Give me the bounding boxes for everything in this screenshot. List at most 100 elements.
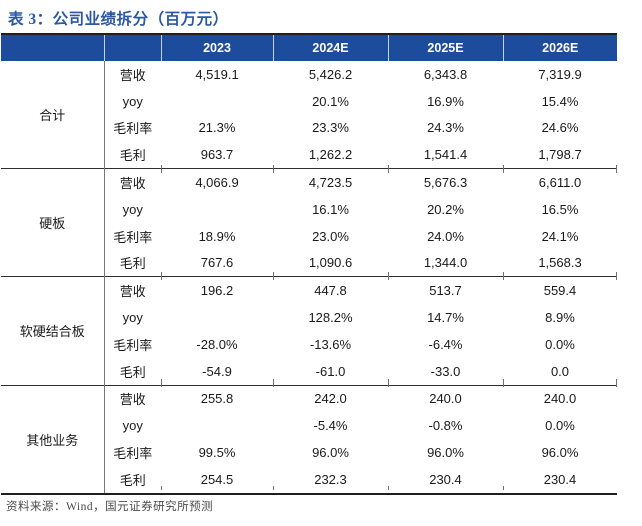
grid-tick [161,485,162,490]
table-row: yoy -5.4% -0.8% 0.0% [1,412,617,439]
table-row: 毛利率 18.9% 23.0% 24.0% 24.1% [1,223,617,250]
metric-label-cell: yoy [122,418,143,434]
value-cell: 23.3% [312,120,349,136]
grid-tick [503,164,504,173]
metric-label-cell: 毛利率 [113,337,153,353]
table-row: 毛利率 21.3% 23.3% 24.3% 24.6% [1,115,617,142]
value-cell: 18.9% [198,228,236,244]
value-cell: 1,090.6 [308,255,353,271]
value-cell: 230.4 [543,471,577,487]
metric-label-cell: 毛利 [119,364,146,380]
value-cell: 0.0% [545,336,575,352]
value-cell: 0.0 [550,363,570,379]
value-cell: -0.8% [428,418,463,434]
metric-label-cell: 毛利率 [113,446,153,462]
table-header: 2023 2024E 2025E 2026E [1,34,617,61]
value-cell: 23.0% [312,228,349,244]
value-cell: 128.2% [308,310,353,326]
table-row: 毛利 -54.9 -61.0 -33.0 0.0 [1,358,617,385]
value-cell: 16.5% [541,201,579,217]
value-cell: -28.0% [196,336,238,352]
value-cell: 99.5% [198,445,236,461]
value-cell: 242.0 [273,384,388,413]
table-header-row: 2023 2024E 2025E 2026E [1,34,617,61]
value-cell: 5,676.3 [388,168,503,196]
metric-label-cell: yoy [122,93,143,109]
metric-label-cell: 毛利率 [113,229,153,245]
value-cell: 1,262.2 [308,147,353,163]
value-cell: 96.0% [312,445,349,461]
value-cell: 254.5 [200,471,234,487]
metric-label-cell: 毛利 [119,148,146,164]
value-cell: 1,568.3 [538,255,582,271]
header-cell-2026E: 2026E [502,34,617,61]
table-row: yoy 128.2% 14.7% 8.9% [1,304,617,331]
value-cell: -54.9 [202,363,232,379]
grid-tick [388,485,389,490]
grid-tick [273,164,274,173]
table-row: 毛利 254.5 232.3 230.4 230.4 [1,466,617,494]
value-cell: 24.6% [541,120,579,136]
value-cell: -5.4% [313,418,348,434]
metric-label-cell: 营收 [119,67,146,83]
value-cell [161,196,273,223]
value-cell [161,412,273,439]
table-row: yoy 20.1% 16.9% 15.4% [1,88,617,115]
header-cell-empty [103,34,161,61]
metric-label-cell: yoy [122,201,143,217]
value-cell: -33.0 [430,363,461,379]
grid-tick [503,379,504,388]
metric-label-cell: 营收 [104,276,161,305]
value-cell: 559.4 [503,276,617,305]
value-cell: 96.0% [427,445,464,461]
value-cell: 5,426.2 [308,66,353,82]
value-cell: 14.7% [427,310,464,326]
grid-tick [161,164,162,173]
value-cell: -6.4% [428,336,463,352]
group-label-cell: 硬板 [1,168,105,277]
metric-label-cell: 毛利率 [113,121,153,137]
value-cell: 1,344.0 [423,255,468,271]
value-cell: 16.1% [312,201,349,217]
value-cell: 24.0% [427,228,464,244]
grid-tick [615,379,617,388]
value-cell: 196.2 [161,276,273,305]
metric-label-cell: 营收 [104,384,161,413]
value-cell: 96.0% [541,445,579,461]
header-cell-empty [1,34,104,61]
value-cell: 24.3% [427,120,464,136]
metric-label-cell: yoy [122,310,143,326]
value-cell: 16.9% [427,93,464,109]
value-cell: 513.7 [388,276,503,305]
value-cell: 4,066.9 [161,168,273,196]
metric-label-cell: 营收 [104,168,161,196]
value-cell: 240.0 [503,384,617,413]
value-cell: 230.4 [429,471,462,487]
grid-tick [615,164,617,173]
header-cell-2024E: 2024E [272,34,388,61]
value-cell: 20.1% [312,93,349,109]
grid-tick [388,271,389,280]
table-row: 毛利 767.6 1,090.6 1,344.0 1,568.3 [1,250,617,277]
table-row: 其他业务 营收 255.8 242.0 240.0 240.0 [1,384,617,494]
metric-label-cell: 毛利 [119,256,146,272]
value-cell: 963.7 [200,147,234,163]
metric-label-cell: 毛利 [119,472,146,488]
value-cell: 1,798.7 [538,147,582,163]
value-cell: 20.2% [427,201,464,217]
table-body: 合计 营收 4,519.1 5,426.2 6,343.8 7,319.9 yoy 20.1%… [1,61,617,494]
grid-tick [273,379,274,388]
table-wrapper: 2023 2024E 2025E 2026E 合计 营收 4,519.1 5,426.2 6,… [1,33,617,495]
value-cell: 21.3% [198,120,236,136]
grid-tick [273,271,274,280]
value-cell: 1,541.4 [423,147,468,163]
value-cell: 6,343.8 [423,66,468,82]
value-cell [161,88,273,115]
group-label-cell: 其他业务 [1,384,105,494]
value-cell: 24.1% [541,228,579,244]
value-cell: 255.8 [161,384,273,413]
table-row: 毛利率 -28.0% -13.6% -6.4% 0.0% [1,331,617,358]
value-cell: 15.4% [541,93,579,109]
table-row: 毛利 963.7 1,262.2 1,541.4 1,798.7 [1,141,617,168]
